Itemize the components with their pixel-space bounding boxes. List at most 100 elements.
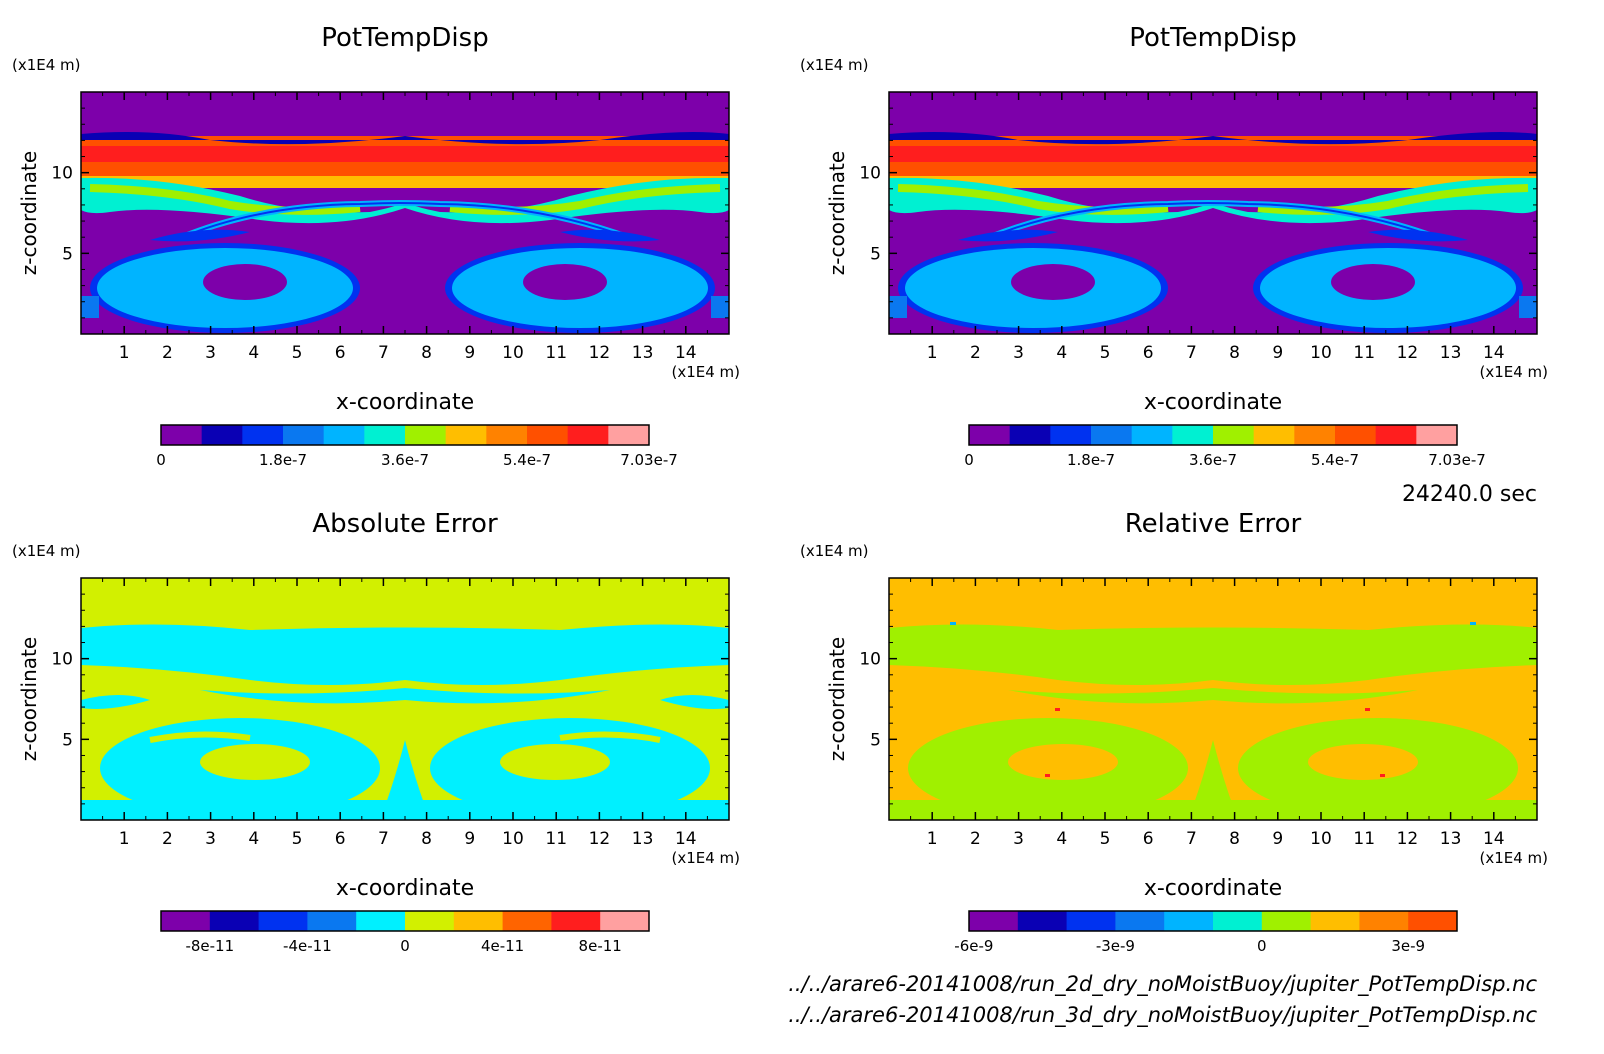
colorbar-tick-label: 3.6e-7 (1189, 451, 1237, 469)
footer-file-1: ../../arare6-20141008/run_2d_dry_noMoist… (788, 972, 1537, 997)
x-tick-label: 1 (927, 829, 938, 849)
heatmap-field (889, 578, 1537, 820)
colorbar-tick-label: 1.8e-7 (1067, 451, 1115, 469)
x-tick-label: 1 (927, 343, 938, 363)
heatmap-field (81, 578, 729, 820)
y-unit-label: (x1E4 m) (800, 56, 869, 74)
colorbar-frame (968, 424, 1458, 446)
colorbar-tick-label: -8e-11 (185, 937, 234, 955)
y-ticks: 5 10 (859, 107, 1537, 319)
x-tick-label: 10 (1310, 343, 1332, 363)
x-tick-label: 2 (970, 829, 981, 849)
colorbar-tick-label: 8e-11 (579, 937, 622, 955)
colorbar-swatch (567, 425, 609, 445)
colorbar-swatch (1335, 425, 1377, 445)
x-tick-label: 2 (970, 343, 981, 363)
colorbar-swatch (1066, 911, 1116, 931)
colorbar-swatch (405, 425, 447, 445)
x-unit-label: (x1E4 m) (1479, 849, 1548, 867)
colorbar-swatch (445, 425, 487, 445)
x-ticks: 1 2 3 4 5 6 7 8 9 10 11 12 13 14 (910, 92, 1516, 363)
x-tick-label: 3 (1013, 343, 1024, 363)
footer-file-2: ../../arare6-20141008/run_3d_dry_noMoist… (788, 1003, 1537, 1028)
x-tick-label: 1 (119, 343, 130, 363)
x-tick-label: 11 (1353, 343, 1375, 363)
colorbar-tick-label: 4e-11 (481, 937, 524, 955)
y-axis-label: z-coordinate (825, 151, 849, 275)
colorbar-frame (968, 910, 1458, 932)
colorbar-frame (160, 910, 650, 932)
x-tick-label: 9 (464, 829, 475, 849)
x-tick-label: 1 (119, 829, 130, 849)
colorbar-tick-label: 7.03e-7 (1428, 451, 1486, 469)
colorbar-swatch (1009, 425, 1051, 445)
x-tick-label: 4 (248, 829, 259, 849)
colorbar-swatch (1017, 911, 1068, 931)
y-ticks: 5 10 (51, 593, 729, 805)
y-ticks: 5 10 (51, 107, 729, 319)
y-tick-label: 5 (62, 244, 73, 264)
x-axis-label: x-coordinate (336, 876, 474, 901)
x-tick-label: 9 (464, 343, 475, 363)
colorbar-swatch (1115, 911, 1165, 931)
colorbar-swatch (1261, 911, 1312, 931)
x-axis-label: x-coordinate (1144, 876, 1282, 901)
colorbar-swatch (1172, 425, 1214, 445)
y-axis-label: z-coordinate (825, 637, 849, 761)
x-tick-label: 14 (1483, 829, 1505, 849)
y-tick-label: 10 (51, 164, 73, 184)
colorbar-swatch (161, 911, 211, 931)
x-tick-label: 10 (502, 829, 524, 849)
colorbar-tick-label: -4e-11 (283, 937, 332, 955)
x-tick-label: 11 (1353, 829, 1375, 849)
x-tick-label: 10 (1310, 829, 1332, 849)
colorbar-swatch (527, 425, 569, 445)
x-tick-label: 5 (1100, 829, 1111, 849)
colorbar: 0 1.8e-7 3.6e-7 5.4e-7 7.03e-7 (964, 424, 1486, 469)
colorbar-swatch (1253, 425, 1295, 445)
x-tick-label: 12 (1397, 343, 1419, 363)
colorbar-tick-label: -6e-9 (954, 937, 993, 955)
y-unit-label: (x1E4 m) (12, 542, 81, 560)
colorbar-tick-label: 0 (156, 451, 166, 469)
colorbar-tick-label: 1.8e-7 (259, 451, 307, 469)
y-tick-label: 5 (62, 730, 73, 750)
colorbar-tick-label: 0 (964, 451, 974, 469)
x-tick-label: 11 (545, 829, 567, 849)
colorbar-tick-label: 5.4e-7 (1311, 451, 1359, 469)
x-tick-label: 11 (545, 343, 567, 363)
x-axis-label: x-coordinate (336, 390, 474, 415)
colorbar-swatch (209, 911, 260, 931)
colorbar-swatch (969, 911, 1019, 931)
y-tick-label: 5 (870, 730, 881, 750)
x-tick-label: 8 (1229, 829, 1240, 849)
x-ticks: 1 2 3 4 5 6 7 8 9 10 11 12 13 14 (102, 92, 708, 363)
colorbar-tick-label: 3e-9 (1391, 937, 1425, 955)
x-tick-label: 6 (1143, 829, 1154, 849)
x-unit-label: (x1E4 m) (671, 363, 740, 381)
x-tick-label: 5 (292, 343, 303, 363)
y-tick-label: 10 (51, 650, 73, 670)
x-tick-label: 4 (1056, 343, 1067, 363)
x-tick-label: 8 (421, 343, 432, 363)
x-tick-label: 5 (292, 829, 303, 849)
panel-top-left: PotTempDisp (x1E4 m) (12, 23, 740, 469)
colorbar: 0 1.8e-7 3.6e-7 5.4e-7 7.03e-7 (156, 424, 678, 469)
colorbar-swatch (201, 425, 243, 445)
x-tick-label: 8 (1229, 343, 1240, 363)
x-tick-label: 3 (205, 829, 216, 849)
colorbar-tick-label: 7.03e-7 (620, 451, 678, 469)
x-tick-label: 4 (1056, 829, 1067, 849)
colorbar: -6e-9 -3e-9 0 3e-9 (954, 910, 1458, 955)
colorbar-swatch (600, 911, 650, 931)
x-tick-label: 6 (335, 829, 346, 849)
colorbar-swatch (161, 425, 203, 445)
y-tick-label: 5 (870, 244, 881, 264)
colorbar-swatch (242, 425, 284, 445)
y-axis-label: z-coordinate (17, 637, 41, 761)
colorbar-swatch (323, 425, 365, 445)
x-tick-label: 12 (1397, 829, 1419, 849)
colorbar-swatch (307, 911, 357, 931)
